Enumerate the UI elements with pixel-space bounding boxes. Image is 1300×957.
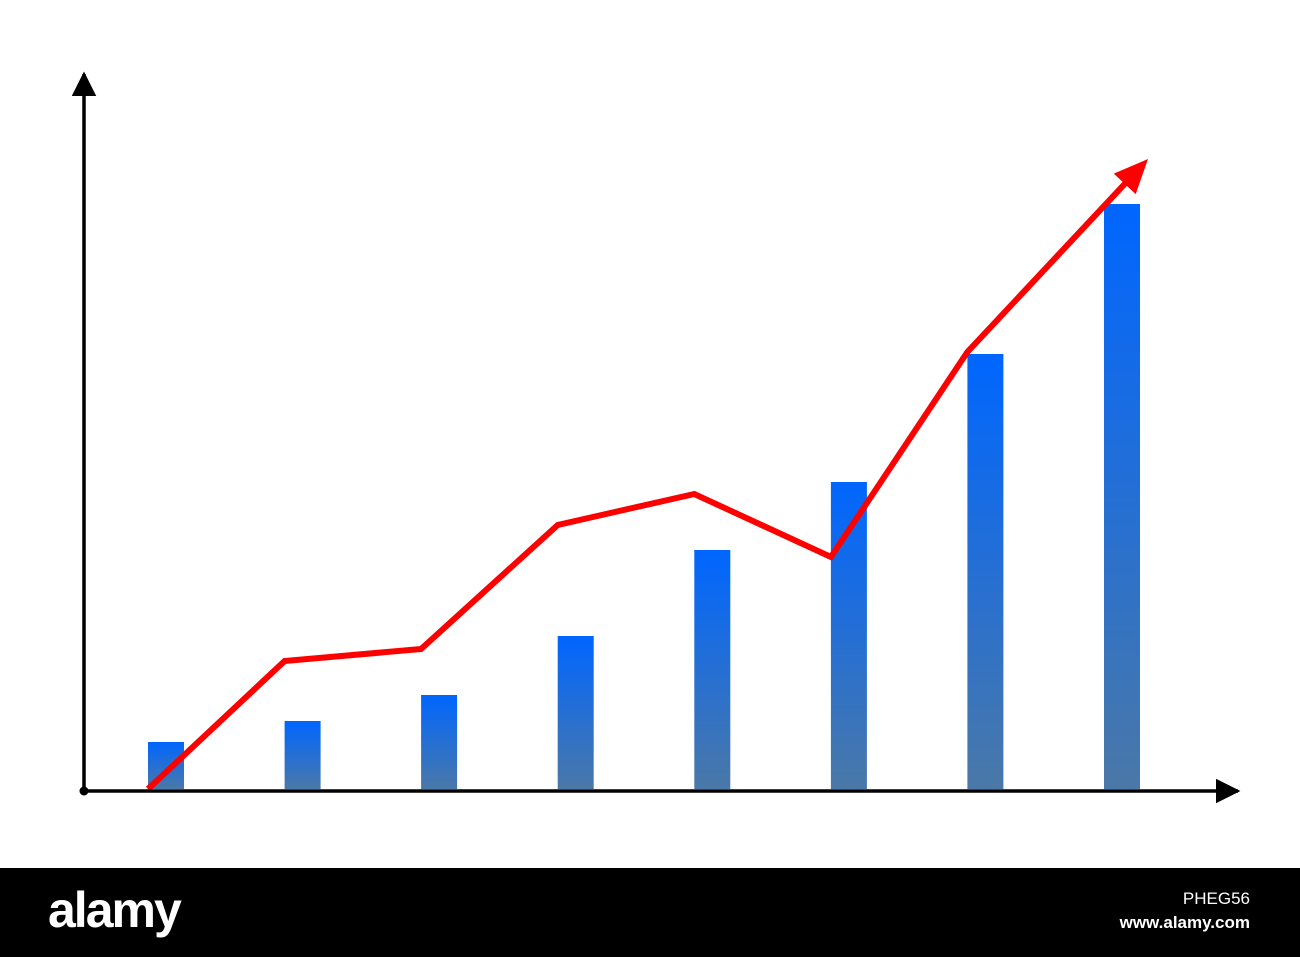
axis-origin	[79, 786, 89, 796]
site-url: www.alamy.com	[1119, 913, 1250, 932]
bar-4	[557, 636, 594, 789]
brand-logo: alamy	[48, 882, 182, 938]
trend-line	[145, 178, 1130, 792]
bar-7	[967, 354, 1004, 789]
image-id: PHEG56	[1182, 889, 1250, 908]
watermark-footer: alamy PHEG56 www.alamy.com	[0, 868, 1300, 957]
chart	[71, 71, 1241, 804]
bar-3	[421, 695, 458, 789]
trend-line-group	[145, 159, 1148, 792]
trend-arrowhead	[1113, 159, 1148, 195]
bar-8	[1104, 204, 1140, 789]
bar-5	[694, 550, 731, 789]
bar-2	[284, 721, 321, 789]
axes-group	[71, 71, 1241, 804]
bars-group	[148, 204, 1140, 789]
